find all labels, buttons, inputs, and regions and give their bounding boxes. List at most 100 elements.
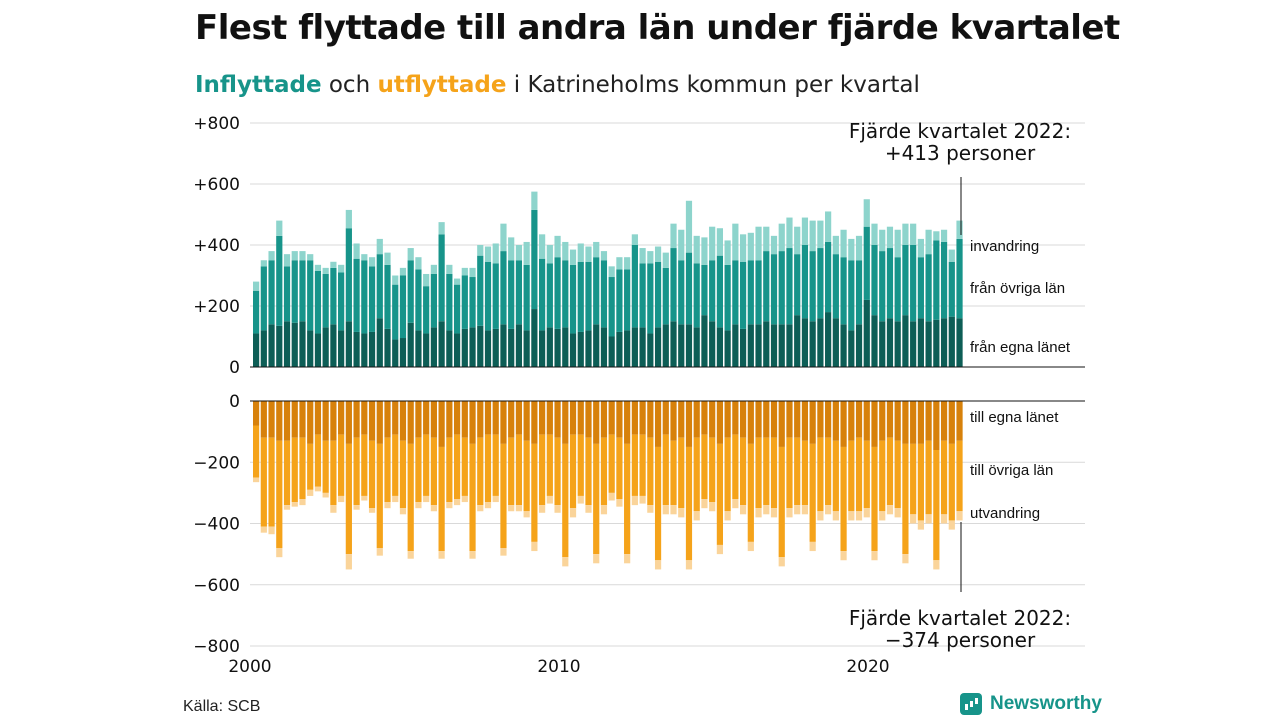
subtitle-och: och — [321, 72, 378, 98]
bar-out-abroad — [322, 492, 329, 498]
bar-out-same — [855, 401, 863, 438]
bar-out-same — [693, 401, 700, 438]
bar-in-other — [554, 257, 561, 329]
subtitle-inflyttade: Inflyttade — [195, 72, 322, 98]
bar-in-same — [515, 324, 523, 367]
bar-in-other — [917, 257, 924, 319]
bar-in-other — [330, 267, 337, 325]
bar-out-other — [701, 434, 708, 499]
bar-in-same — [763, 321, 770, 367]
bar-in-abroad — [624, 257, 631, 270]
bar-in-same — [446, 330, 453, 367]
bar-out-same — [438, 401, 445, 447]
bar-in-other — [268, 260, 275, 325]
bar-out-abroad — [739, 505, 747, 515]
bar-in-same — [322, 327, 329, 367]
bar-in-abroad — [577, 243, 584, 262]
bar-out-same — [361, 401, 368, 435]
bar-in-abroad — [276, 220, 283, 236]
bar-out-same — [291, 401, 298, 438]
bar-out-same — [546, 401, 553, 435]
bar-out-same — [624, 401, 631, 444]
bar-in-same — [554, 328, 561, 367]
bar-in-same — [330, 324, 337, 367]
bar-in-other — [260, 266, 267, 331]
bar-in-other — [569, 264, 577, 334]
bar-in-other — [701, 264, 708, 316]
bar-out-same — [446, 401, 453, 438]
bar-in-abroad — [732, 223, 739, 261]
bar-out-same — [724, 401, 731, 438]
bar-in-other — [840, 257, 847, 325]
bar-in-same — [562, 327, 569, 367]
bar-in-same — [376, 318, 383, 367]
bar-out-other — [539, 434, 546, 506]
bar-out-other — [368, 440, 376, 509]
bar-in-same — [484, 330, 492, 367]
bar-out-same — [260, 401, 267, 438]
bar-out-other — [685, 446, 693, 561]
bar-in-abroad — [430, 264, 437, 274]
bar-in-abroad — [933, 231, 940, 241]
bar-out-other — [492, 434, 499, 496]
bar-in-same — [307, 330, 314, 367]
bar-in-same — [701, 315, 708, 367]
bar-out-abroad — [616, 499, 623, 507]
bar-in-same — [492, 328, 499, 367]
bar-in-same — [260, 330, 267, 367]
bar-in-same — [871, 315, 878, 367]
bar-in-other — [809, 251, 816, 322]
bar-in-other — [925, 254, 932, 322]
annotations: Fjärde kvartalet 2022:+413 personerFjärd… — [849, 119, 1071, 652]
bar-out-abroad — [693, 511, 700, 521]
bar-in-same — [438, 321, 445, 367]
bar-in-same — [353, 331, 360, 367]
bars — [253, 191, 963, 570]
bar-in-same — [345, 321, 352, 367]
bar-in-other — [770, 254, 778, 325]
bar-out-other — [755, 437, 762, 509]
bar-in-abroad — [508, 237, 515, 261]
bar-in-same — [770, 324, 778, 367]
bar-out-same — [825, 401, 832, 438]
bar-out-same — [763, 401, 770, 438]
bar-out-same — [616, 401, 623, 438]
bar-out-abroad — [291, 502, 298, 507]
bar-out-other — [461, 437, 468, 496]
bar-in-abroad — [569, 249, 577, 265]
bar-in-abroad — [840, 229, 847, 258]
bar-out-same — [956, 401, 963, 441]
bar-out-same — [492, 401, 499, 435]
bar-out-other — [879, 440, 886, 512]
bar-in-same — [253, 333, 260, 367]
bar-out-other — [423, 434, 430, 496]
bar-in-other — [755, 260, 762, 325]
bar-in-other — [276, 235, 283, 326]
bar-out-same — [338, 401, 345, 435]
chart-subtitle: Inflyttade och utflyttade i Katrineholms… — [195, 72, 920, 98]
bar-out-same — [647, 401, 654, 438]
bar-in-same — [407, 322, 414, 367]
bar-out-other — [569, 434, 577, 509]
bar-out-other — [438, 446, 445, 552]
bar-out-abroad — [407, 551, 414, 559]
bar-out-abroad — [902, 554, 909, 564]
bar-out-same — [585, 401, 592, 438]
bar-out-other — [693, 437, 700, 512]
bar-in-abroad — [608, 266, 615, 278]
bar-in-same — [430, 327, 437, 367]
bar-in-abroad — [770, 235, 778, 255]
bar-in-same — [283, 321, 291, 367]
bar-out-abroad — [268, 526, 275, 535]
bar-out-same — [461, 401, 468, 438]
bar-in-other — [345, 228, 352, 322]
bar-in-same — [817, 318, 824, 367]
bar-in-abroad — [739, 234, 747, 262]
bar-in-other — [639, 263, 646, 328]
bar-out-abroad — [778, 557, 785, 567]
bar-out-abroad — [755, 508, 762, 518]
bar-out-other — [593, 443, 600, 555]
bar-out-other — [786, 437, 793, 509]
bar-in-other — [647, 263, 654, 334]
bar-out-same — [415, 401, 422, 438]
